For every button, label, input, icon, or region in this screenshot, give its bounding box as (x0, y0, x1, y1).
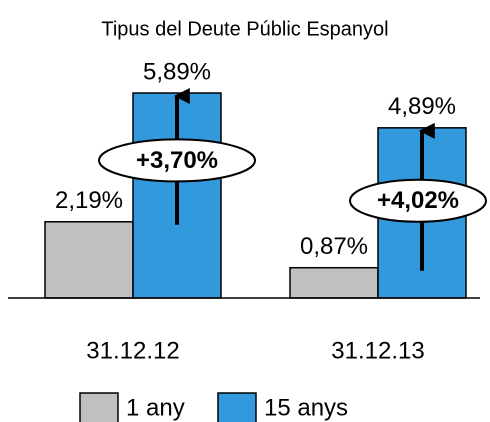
bar (44, 221, 134, 299)
legend-swatch (79, 392, 119, 422)
annotation: +4,02% (377, 187, 459, 214)
annotation: +3,70% (136, 147, 218, 174)
annotation-bubble (98, 138, 256, 183)
value-label: 5,89% (143, 58, 211, 85)
value-label: 4,89% (388, 93, 456, 120)
legend-label: 1 any (126, 394, 185, 421)
value-label: 2,19% (55, 187, 123, 214)
x-tick-label: 31.12.12 (86, 337, 179, 364)
legend-label: 15 anys (264, 394, 348, 421)
legend-swatch (217, 392, 257, 422)
bar (289, 266, 379, 299)
x-tick-label: 31.12.13 (331, 337, 424, 364)
chart-title: Tipus del Deute Públic Espanyol (101, 18, 388, 40)
annotation-bubble (349, 178, 487, 223)
value-label: 0,87% (300, 233, 368, 260)
